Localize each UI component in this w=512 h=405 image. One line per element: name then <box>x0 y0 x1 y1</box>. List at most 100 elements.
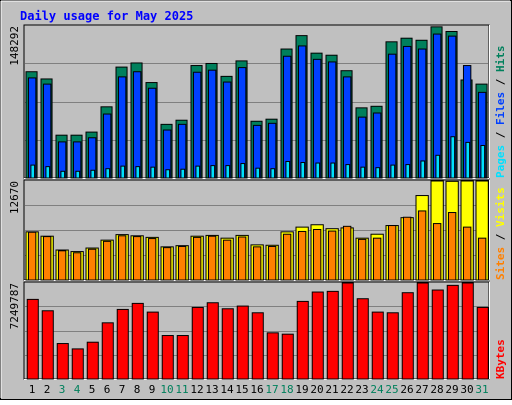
bar-kbytes-day-14 <box>221 308 234 380</box>
bar-pages-day-30 <box>465 141 471 179</box>
bar-pages-day-17 <box>270 168 276 179</box>
day-label-4: 4 <box>74 383 81 396</box>
bar-files-day-14 <box>222 81 232 179</box>
chart-title: Daily usage for May 2025 <box>20 9 193 23</box>
bar-files-day-15 <box>237 67 247 179</box>
panel-kbytes-scale-label: 7249787 <box>8 283 21 329</box>
bar-pages-day-5 <box>90 169 96 179</box>
bar-pages-day-12 <box>195 165 201 179</box>
bar-pages-day-6 <box>105 168 111 179</box>
bar-pages-day-21 <box>330 162 336 179</box>
bar-pages-day-15 <box>240 163 246 179</box>
chart-panels: 148292 Pages / Files / Hits 12670 Sites / V… <box>8 24 507 380</box>
day-label-27: 27 <box>415 383 428 396</box>
bar-sites-day-24 <box>372 237 382 281</box>
bar-kbytes-day-10 <box>161 335 174 380</box>
bar-sites-day-27 <box>417 210 427 281</box>
bar-kbytes-day-31 <box>476 306 489 380</box>
bar-pages-day-13 <box>210 165 216 179</box>
day-label-8: 8 <box>134 383 141 396</box>
bar-kbytes-day-18 <box>281 333 294 380</box>
day-label-3: 3 <box>59 383 66 396</box>
bar-sites-day-16 <box>252 246 262 281</box>
bar-sites-day-30 <box>462 226 472 281</box>
day-label-5: 5 <box>89 383 96 396</box>
bar-pages-day-7 <box>120 165 126 179</box>
legend-kbytes: KBytes <box>494 339 507 379</box>
day-label-31: 31 <box>475 383 488 396</box>
bar-pages-day-2 <box>45 166 51 179</box>
bar-pages-day-29 <box>450 136 456 179</box>
bar-files-day-19 <box>297 45 307 179</box>
panel-visitors-legend: Sites / Visits <box>494 187 507 280</box>
bar-pages-day-26 <box>405 164 411 179</box>
bar-pages-day-18 <box>285 160 291 179</box>
bar-sites-day-15 <box>237 236 247 281</box>
bar-kbytes-day-22 <box>341 282 354 380</box>
day-label-18: 18 <box>280 383 293 396</box>
panel-usage-legend: Pages / Files / Hits <box>494 46 507 179</box>
bar-sites-day-20 <box>312 228 322 281</box>
bar-kbytes-day-13 <box>206 302 219 380</box>
day-label-26: 26 <box>400 383 413 396</box>
bar-files-day-25 <box>387 53 397 179</box>
panel-visitors-scale-label: 12670 <box>8 181 21 214</box>
bar-pages-day-10 <box>165 169 171 179</box>
bar-kbytes-day-16 <box>251 312 264 380</box>
bar-sites-day-13 <box>207 235 217 281</box>
day-label-1: 1 <box>29 383 36 396</box>
day-label-11: 11 <box>175 383 188 396</box>
series-kbytes <box>26 282 489 380</box>
bar-files-day-18 <box>282 55 292 179</box>
bar-pages-day-1 <box>30 164 36 179</box>
bar-pages-day-20 <box>315 162 321 179</box>
bar-files-day-26 <box>402 45 412 179</box>
day-label-6: 6 <box>104 383 111 396</box>
bar-kbytes-day-1 <box>26 298 39 380</box>
bar-kbytes-day-6 <box>101 322 114 380</box>
bar-pages-day-22 <box>345 164 351 179</box>
bar-kbytes-day-15 <box>236 305 249 380</box>
bar-kbytes-day-8 <box>131 302 144 380</box>
bar-sites-day-14 <box>222 239 232 281</box>
bar-pages-day-23 <box>360 166 366 179</box>
bar-sites-day-11 <box>177 245 187 281</box>
day-label-25: 25 <box>385 383 398 396</box>
bar-kbytes-day-30 <box>461 282 474 380</box>
day-label-17: 17 <box>265 383 278 396</box>
bar-kbytes-day-5 <box>86 341 99 380</box>
bar-kbytes-day-17 <box>266 332 279 380</box>
bar-sites-day-19 <box>297 230 307 281</box>
bar-kbytes-day-9 <box>146 311 159 380</box>
bar-files-day-20 <box>312 58 322 179</box>
bar-files-day-21 <box>327 61 337 179</box>
day-label-10: 10 <box>160 383 173 396</box>
day-label-28: 28 <box>430 383 443 396</box>
bar-sites-day-6 <box>102 240 112 281</box>
legend-files: Files <box>494 92 507 125</box>
legend-separator: / <box>494 125 507 145</box>
bar-pages-day-3 <box>60 170 66 179</box>
bar-sites-day-29 <box>447 212 457 281</box>
day-label-29: 29 <box>445 383 458 396</box>
bar-pages-day-9 <box>150 166 156 179</box>
bar-files-day-7 <box>117 76 127 179</box>
day-label-15: 15 <box>235 383 248 396</box>
bar-pages-day-19 <box>300 162 306 179</box>
bar-kbytes-day-28 <box>431 289 444 380</box>
day-label-22: 22 <box>340 383 353 396</box>
bar-kbytes-day-20 <box>311 291 324 380</box>
bar-kbytes-day-27 <box>416 282 429 380</box>
bar-sites-day-3 <box>57 250 67 281</box>
panel-kbytes: 7249787 KBytes <box>8 281 507 380</box>
bar-sites-day-23 <box>357 238 367 281</box>
bar-files-day-22 <box>342 76 352 179</box>
bar-sites-day-9 <box>147 238 157 281</box>
bar-kbytes-day-12 <box>191 306 204 380</box>
bar-pages-day-4 <box>75 170 81 179</box>
bar-sites-day-1 <box>27 231 37 281</box>
day-label-21: 21 <box>325 383 338 396</box>
bar-pages-day-11 <box>180 168 186 179</box>
